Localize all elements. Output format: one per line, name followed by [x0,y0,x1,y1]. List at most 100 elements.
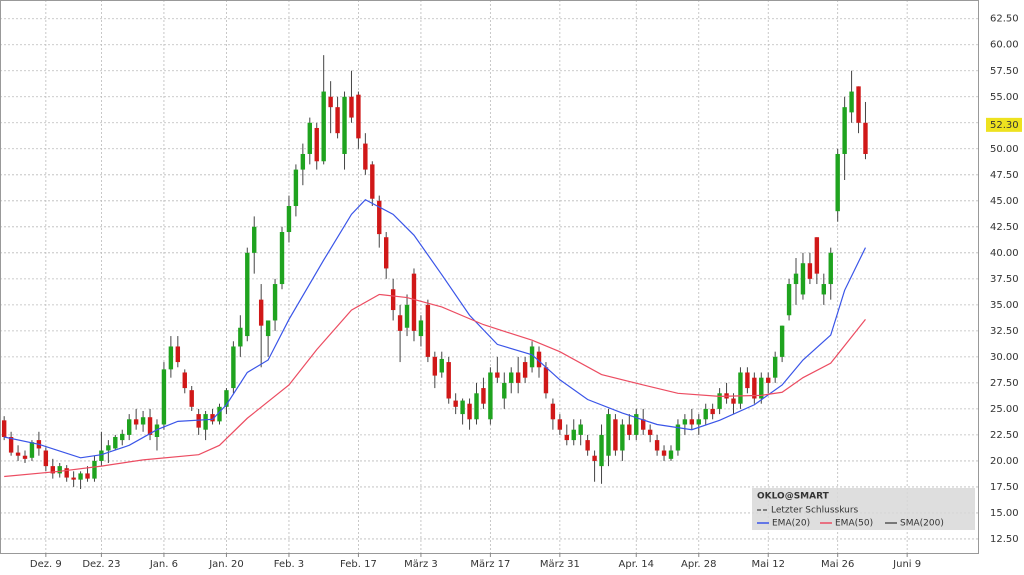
candle-body [613,419,618,451]
candle-body [370,164,375,199]
candle-body [800,263,806,295]
candle-body [265,320,271,337]
candle-body [856,86,861,123]
candle-body [772,356,778,378]
candle-body [738,372,743,404]
candle-body [654,440,660,451]
y-tick-label: 42.50 [990,222,1019,233]
plot-frame [0,0,979,554]
candle-body [231,346,236,389]
last-price-box [986,117,1022,132]
candle-body [779,325,785,357]
candle-body [15,452,21,456]
candle-body [57,466,62,474]
candle-body [821,284,826,295]
candle-body [793,273,799,285]
candle-body [627,424,632,435]
candle-body [578,424,583,435]
candle-body [786,284,792,316]
x-tick-label: Mai 12 [752,559,785,570]
candle-body [599,434,604,467]
candle-body [467,403,472,420]
y-tick-label: 22.50 [990,430,1019,441]
candle-body [133,419,139,425]
candle-body [1,420,7,437]
candle-body [647,429,653,435]
legend-label: EMA(50) [835,519,873,529]
candle-body [224,390,229,407]
candle-body [710,408,715,415]
candle-body [120,433,125,441]
x-tick-label: Dez. 9 [30,559,62,570]
candle-body [328,96,333,108]
candle-body [43,450,49,467]
candle-body [509,372,514,383]
candle-body [425,304,431,357]
x-tick-label: März 3 [404,559,438,570]
legend-title: OKLO@SMART [757,492,830,502]
candle-body [349,96,354,118]
candle-body [745,372,750,389]
candle-body [404,304,410,328]
candle-body [175,346,181,363]
candle-body [536,351,542,368]
candle-body [106,445,111,451]
candle-body [210,414,215,422]
candle-body [828,252,833,285]
candle-body [682,419,688,425]
candle-body [849,91,854,113]
y-tick-label: 12.50 [990,534,1019,545]
candle-body [502,382,507,399]
candle-body [731,398,736,404]
candle-body [113,436,118,449]
candle-body [126,419,132,435]
legend-label: SMA(200) [900,519,944,529]
candle-body [696,419,701,425]
candle-body [99,450,104,461]
candle-body [474,393,479,420]
candle-body [78,473,83,480]
candle-body [529,346,535,368]
candle-body [606,414,611,456]
candle-body [22,455,28,459]
candle-body [377,200,382,235]
candle-body [300,153,306,170]
candle-body [363,143,368,170]
candle-body [356,94,361,139]
x-tick-label: Apr. 14 [619,559,654,570]
candle-body [8,436,14,453]
candle-body [432,356,438,376]
candle-body [92,460,97,479]
candle-body [85,473,90,479]
candle-body [564,434,569,441]
x-tick-label: März 17 [470,559,510,570]
x-tick-label: Jan. 20 [208,559,244,570]
candle-body [293,169,299,207]
indicator-line [4,199,867,459]
y-tick-label: 62.50 [990,14,1019,25]
x-tick-label: Feb. 17 [340,559,377,570]
candle-body [245,252,250,337]
y-tick-label: 37.50 [990,274,1019,285]
legend-box [752,488,975,530]
candle-body [307,122,312,154]
candle-body [258,299,264,326]
candle-body [495,372,500,378]
x-tick-label: Dez. 23 [82,559,120,570]
candle-body [439,358,444,373]
candle-body [668,450,674,459]
y-tick-label: 30.00 [990,352,1019,363]
y-tick-label: 60.00 [990,40,1019,51]
candle-body [383,237,389,269]
candle-body [842,107,847,154]
candle-body [321,91,326,162]
candle-body [689,419,695,425]
y-tick-label: 32.50 [990,326,1019,337]
candle-body [752,377,757,399]
candle-body [585,440,590,451]
indicator-line [4,293,866,478]
candle-body [154,424,160,437]
last-price-label: 52.30 [990,120,1019,131]
